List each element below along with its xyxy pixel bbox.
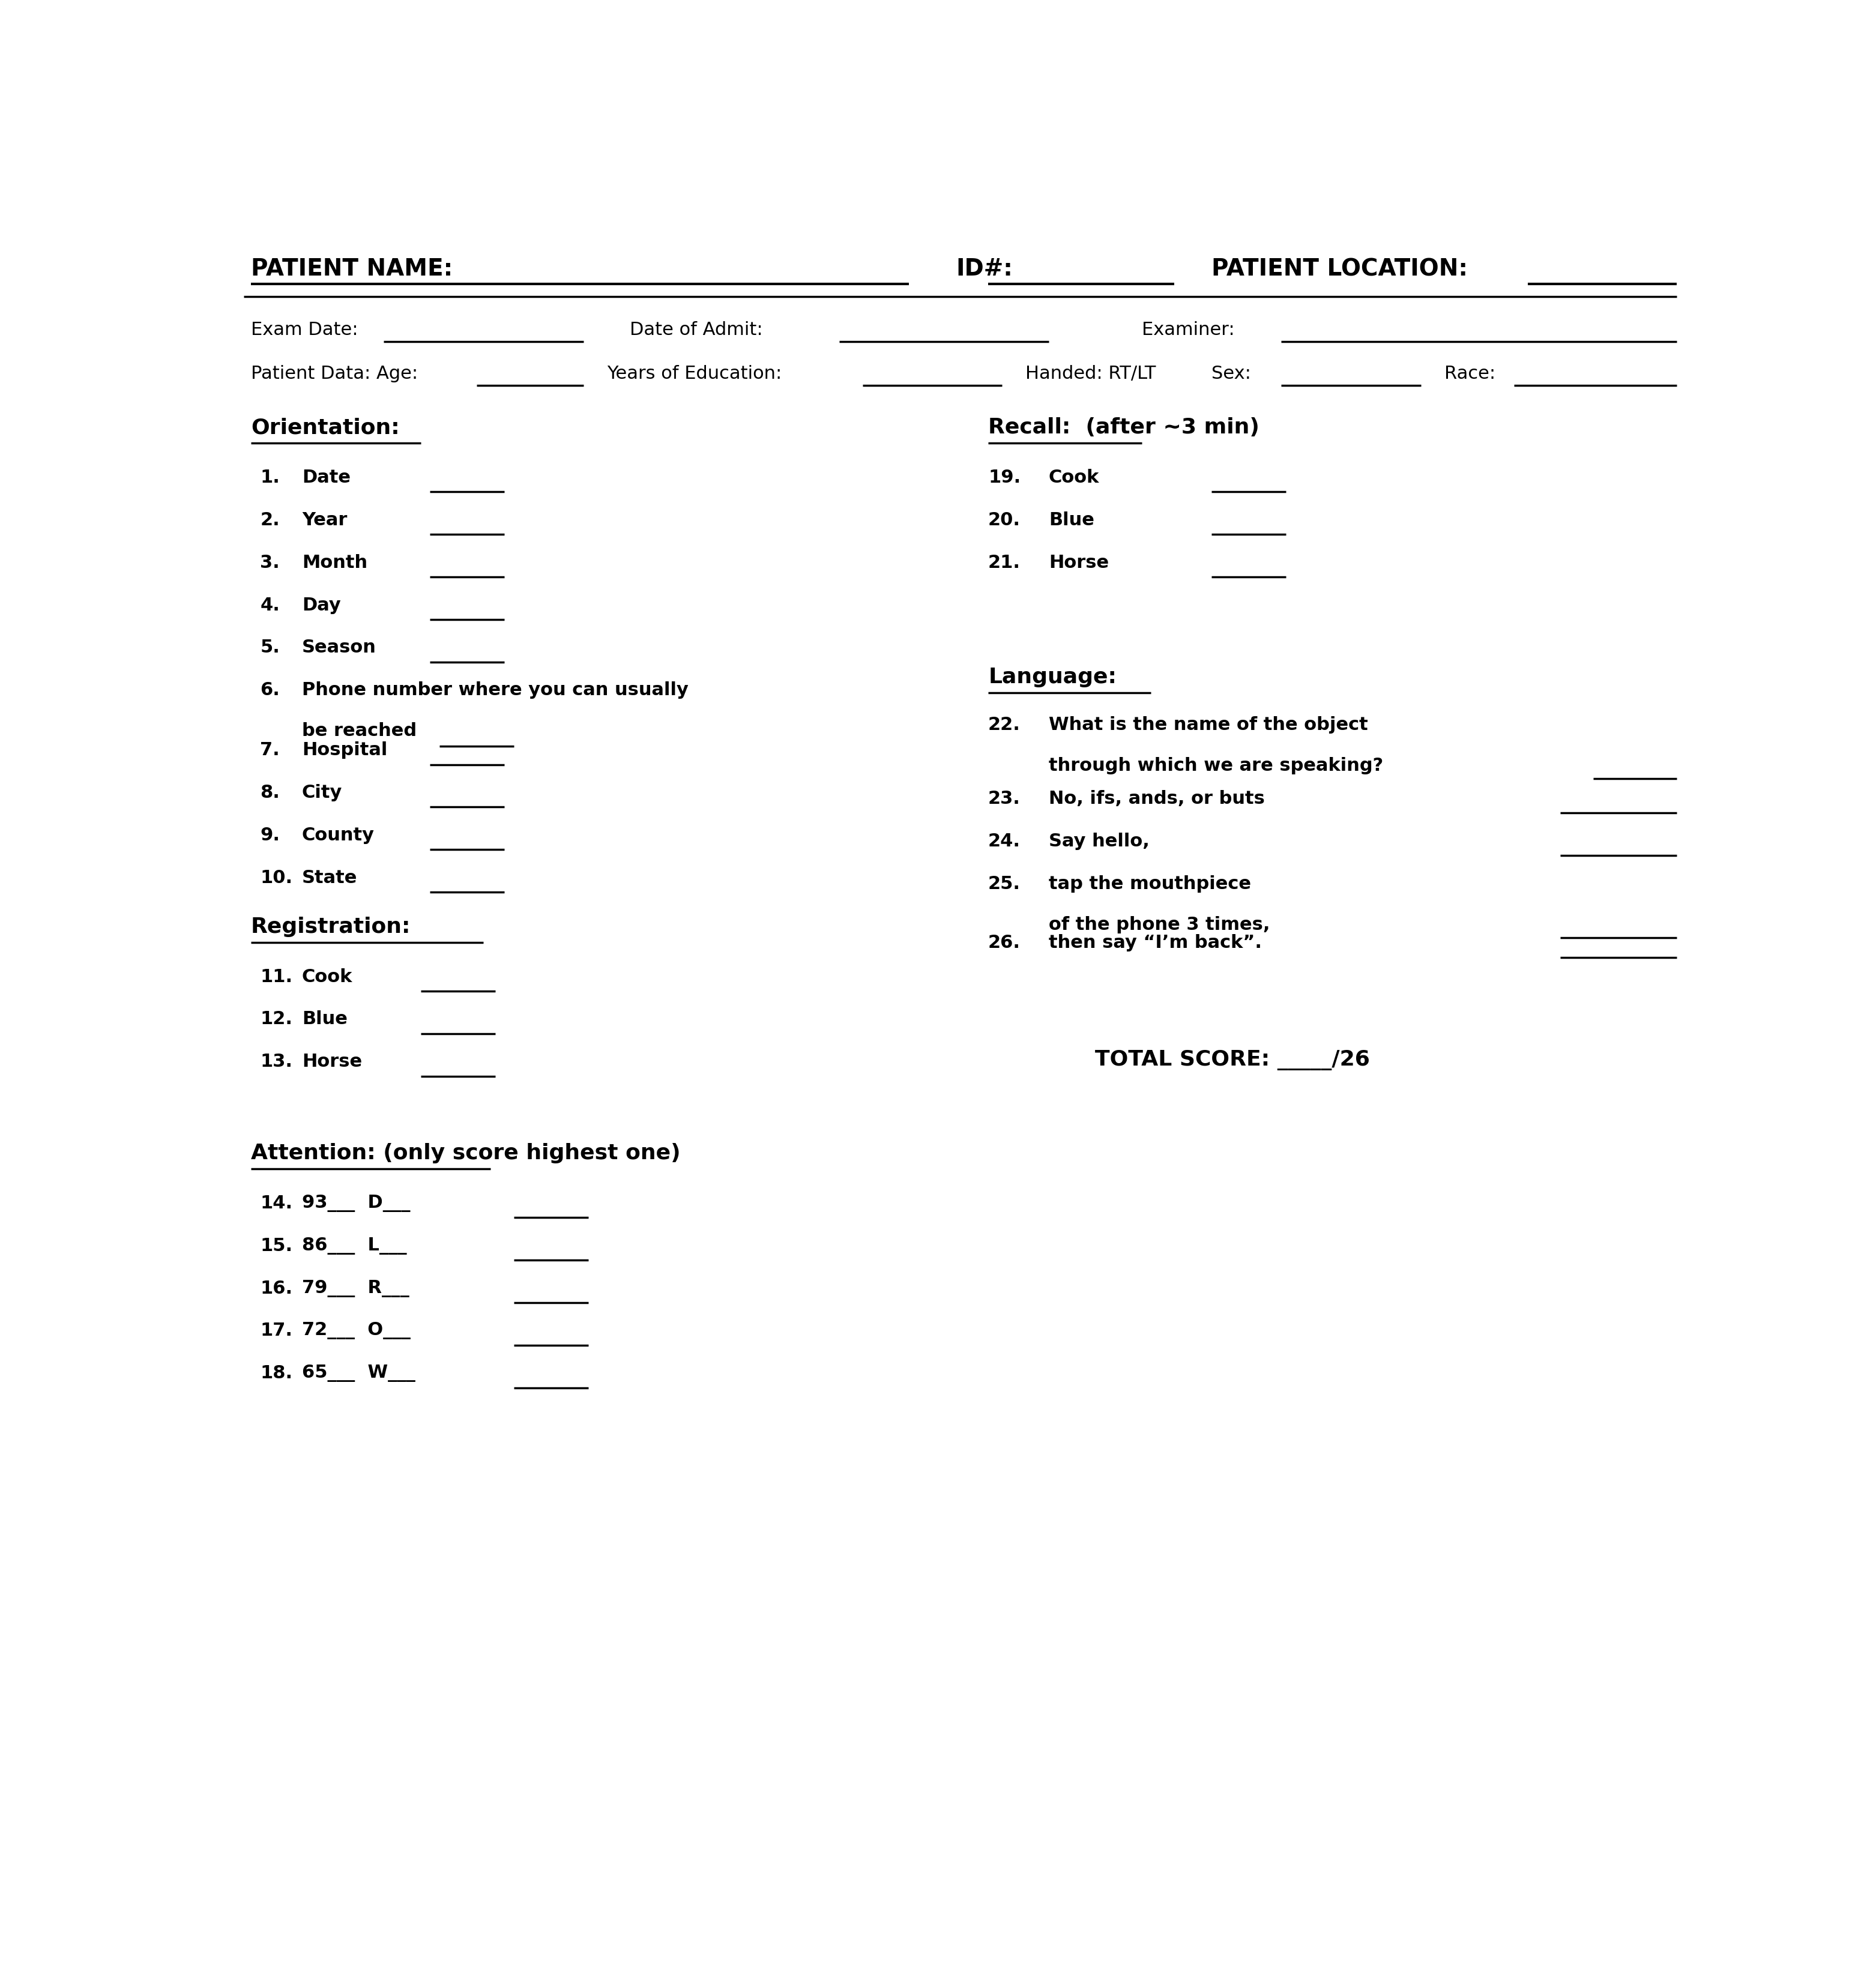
Text: Registration:: Registration:: [251, 917, 411, 937]
Text: 72___  O___: 72___ O___: [302, 1321, 411, 1339]
Text: 65___  W___: 65___ W___: [302, 1365, 415, 1382]
Text: 4.: 4.: [261, 596, 280, 613]
Text: 11.: 11.: [261, 968, 293, 986]
Text: tap the mouthpiece: tap the mouthpiece: [1049, 876, 1251, 893]
Text: 26.: 26.: [989, 935, 1021, 952]
Text: Date of Admit:: Date of Admit:: [630, 321, 764, 339]
Text: ID#:: ID#:: [955, 258, 1013, 280]
Text: then say “I’m back”.: then say “I’m back”.: [1049, 935, 1263, 952]
Text: Years of Education:: Years of Education:: [606, 365, 782, 383]
Text: through which we are speaking?: through which we are speaking?: [1049, 757, 1383, 775]
Text: 14.: 14.: [261, 1195, 293, 1213]
Text: Language:: Language:: [989, 667, 1116, 688]
Text: 18.: 18.: [261, 1365, 293, 1382]
Text: 19.: 19.: [989, 469, 1021, 487]
Text: What is the name of the object: What is the name of the object: [1049, 716, 1368, 734]
Text: 86___  L___: 86___ L___: [302, 1236, 407, 1254]
Text: Blue: Blue: [302, 1010, 347, 1027]
Text: Attention: (only score highest one): Attention: (only score highest one): [251, 1144, 681, 1163]
Text: Recall:  (after ~3 min): Recall: (after ~3 min): [989, 418, 1259, 438]
Text: 17.: 17.: [261, 1321, 293, 1339]
Text: 24.: 24.: [989, 832, 1021, 850]
Text: 22.: 22.: [989, 716, 1021, 734]
Text: Month: Month: [302, 554, 368, 572]
Text: 12.: 12.: [261, 1010, 293, 1027]
Text: Year: Year: [302, 511, 347, 528]
Text: 23.: 23.: [989, 791, 1021, 807]
Text: Horse: Horse: [1049, 554, 1109, 572]
Text: 2.: 2.: [261, 511, 280, 528]
Text: Handed: RT/LT: Handed: RT/LT: [1026, 365, 1156, 383]
Text: 25.: 25.: [989, 876, 1021, 893]
Text: Date: Date: [302, 469, 351, 487]
Text: Horse: Horse: [302, 1053, 362, 1071]
Text: 5.: 5.: [261, 639, 280, 657]
Text: 15.: 15.: [261, 1236, 293, 1254]
Text: Cook: Cook: [302, 968, 353, 986]
Text: Sex:: Sex:: [1212, 365, 1251, 383]
Text: Patient Data: Age:: Patient Data: Age:: [251, 365, 418, 383]
Text: PATIENT LOCATION:: PATIENT LOCATION:: [1212, 258, 1467, 280]
Text: Exam Date:: Exam Date:: [251, 321, 358, 339]
Text: Race:: Race:: [1445, 365, 1495, 383]
Text: Phone number where you can usually: Phone number where you can usually: [302, 682, 688, 698]
Text: Cook: Cook: [1049, 469, 1099, 487]
Text: 16.: 16.: [261, 1280, 293, 1298]
Text: State: State: [302, 870, 358, 887]
Text: Orientation:: Orientation:: [251, 418, 400, 438]
Text: Say hello,: Say hello,: [1049, 832, 1150, 850]
Text: 6.: 6.: [261, 682, 280, 698]
Text: 13.: 13.: [261, 1053, 293, 1071]
Text: be reached: be reached: [302, 722, 416, 740]
Text: Blue: Blue: [1049, 511, 1094, 528]
Text: 20.: 20.: [989, 511, 1021, 528]
Text: TOTAL SCORE: _____/26: TOTAL SCORE: _____/26: [1096, 1051, 1369, 1071]
Text: 7.: 7.: [261, 741, 280, 759]
Text: 3.: 3.: [261, 554, 280, 572]
Text: Examiner:: Examiner:: [1142, 321, 1234, 339]
Text: Hospital: Hospital: [302, 741, 388, 759]
Text: 93___  D___: 93___ D___: [302, 1195, 411, 1213]
Text: 79___  R___: 79___ R___: [302, 1280, 409, 1298]
Text: 10.: 10.: [261, 870, 293, 887]
Text: Season: Season: [302, 639, 377, 657]
Text: 1.: 1.: [261, 469, 280, 487]
Text: 8.: 8.: [261, 785, 280, 801]
Text: No, ifs, ands, or buts: No, ifs, ands, or buts: [1049, 791, 1264, 807]
Text: County: County: [302, 826, 375, 844]
Text: Day: Day: [302, 596, 341, 613]
Text: of the phone 3 times,: of the phone 3 times,: [1049, 915, 1270, 933]
Text: PATIENT NAME:: PATIENT NAME:: [251, 258, 452, 280]
Text: 21.: 21.: [989, 554, 1021, 572]
Text: 9.: 9.: [261, 826, 280, 844]
Text: City: City: [302, 785, 343, 801]
